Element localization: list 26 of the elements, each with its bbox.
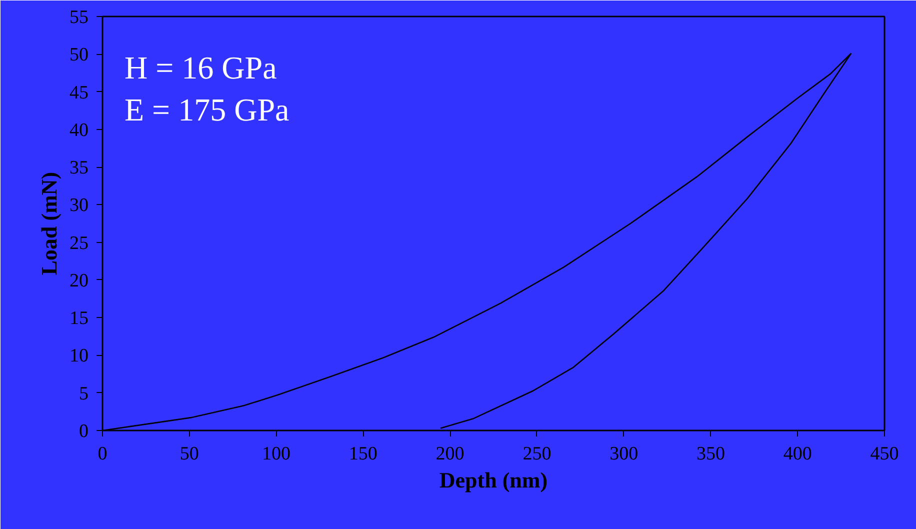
- x-tick-label: 50: [180, 444, 199, 464]
- x-tick-label: 200: [436, 444, 464, 464]
- annotation: E = 175 GPa: [124, 92, 290, 128]
- x-tick-label: 150: [348, 444, 378, 464]
- x-tick-label: 0: [98, 444, 108, 464]
- y-tick-label: 30: [70, 195, 88, 216]
- y-tick-label: 15: [70, 308, 88, 330]
- x-tick-label: 350: [696, 444, 725, 464]
- y-tick-label: 0: [79, 421, 88, 442]
- y-tick-label: 5: [79, 383, 88, 404]
- y-tick-label: 55: [70, 7, 88, 28]
- y-tick-label: 50: [70, 44, 88, 66]
- y-axis-title: Load (mN): [36, 172, 62, 276]
- y-tick-label: 20: [70, 270, 88, 292]
- y-tick-label: 35: [70, 158, 88, 179]
- x-tick-label: 450: [870, 444, 899, 464]
- y-tick-label: 10: [70, 346, 88, 367]
- x-tick-label: 300: [610, 444, 638, 464]
- y-tick-label: 45: [70, 82, 88, 104]
- x-tick-label: 400: [783, 444, 812, 464]
- x-axis-title: Depth (nm): [439, 468, 548, 492]
- y-tick-label: 25: [70, 232, 88, 254]
- x-tick-label: 250: [522, 444, 552, 464]
- y-tick-label: 40: [70, 120, 88, 141]
- annotation: H = 16 GPa: [124, 50, 277, 86]
- x-tick-label: 100: [262, 444, 291, 464]
